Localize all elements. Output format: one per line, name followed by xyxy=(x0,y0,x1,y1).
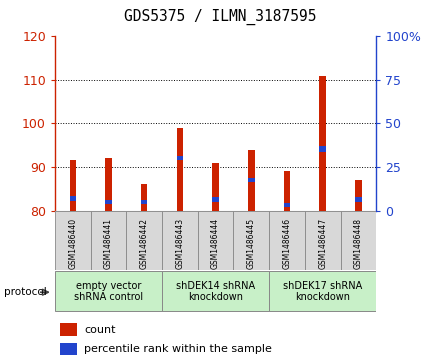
Bar xyxy=(60,323,77,336)
Text: shDEK17 shRNA
knockdown: shDEK17 shRNA knockdown xyxy=(283,281,362,302)
Bar xyxy=(248,178,254,182)
Bar xyxy=(141,184,147,211)
Bar xyxy=(284,203,290,207)
Bar xyxy=(248,150,254,211)
FancyBboxPatch shape xyxy=(198,211,234,270)
Bar xyxy=(284,171,290,211)
Bar xyxy=(141,200,147,204)
Text: count: count xyxy=(84,325,116,335)
Text: GSM1486443: GSM1486443 xyxy=(176,218,184,269)
FancyBboxPatch shape xyxy=(162,211,198,270)
Text: GSM1486442: GSM1486442 xyxy=(140,218,149,269)
Text: empty vector
shRNA control: empty vector shRNA control xyxy=(74,281,143,302)
FancyBboxPatch shape xyxy=(341,211,376,270)
FancyBboxPatch shape xyxy=(126,211,162,270)
Bar xyxy=(355,197,362,202)
FancyBboxPatch shape xyxy=(269,211,305,270)
Text: protocol: protocol xyxy=(4,287,47,297)
Bar xyxy=(60,343,77,355)
Text: GSM1486440: GSM1486440 xyxy=(68,218,77,269)
Text: GSM1486448: GSM1486448 xyxy=(354,218,363,269)
Text: shDEK14 shRNA
knockdown: shDEK14 shRNA knockdown xyxy=(176,281,255,302)
FancyBboxPatch shape xyxy=(305,211,341,270)
Bar xyxy=(70,160,76,211)
Bar xyxy=(319,146,326,152)
Bar xyxy=(355,180,362,211)
FancyBboxPatch shape xyxy=(55,211,91,270)
FancyBboxPatch shape xyxy=(91,211,126,270)
Text: GDS5375 / ILMN_3187595: GDS5375 / ILMN_3187595 xyxy=(124,9,316,25)
Text: percentile rank within the sample: percentile rank within the sample xyxy=(84,344,272,354)
FancyBboxPatch shape xyxy=(162,271,269,311)
Text: GSM1486441: GSM1486441 xyxy=(104,218,113,269)
Text: GSM1486444: GSM1486444 xyxy=(211,218,220,269)
Bar xyxy=(213,163,219,211)
Bar xyxy=(70,196,76,200)
FancyBboxPatch shape xyxy=(55,271,162,311)
Text: GSM1486447: GSM1486447 xyxy=(318,218,327,269)
FancyBboxPatch shape xyxy=(234,211,269,270)
Bar xyxy=(105,158,112,211)
Bar xyxy=(177,156,183,160)
Bar xyxy=(213,197,219,202)
Bar xyxy=(105,200,112,204)
Bar xyxy=(177,128,183,211)
Text: GSM1486446: GSM1486446 xyxy=(282,218,291,269)
FancyBboxPatch shape xyxy=(269,271,376,311)
Bar xyxy=(319,76,326,211)
Text: GSM1486445: GSM1486445 xyxy=(247,218,256,269)
